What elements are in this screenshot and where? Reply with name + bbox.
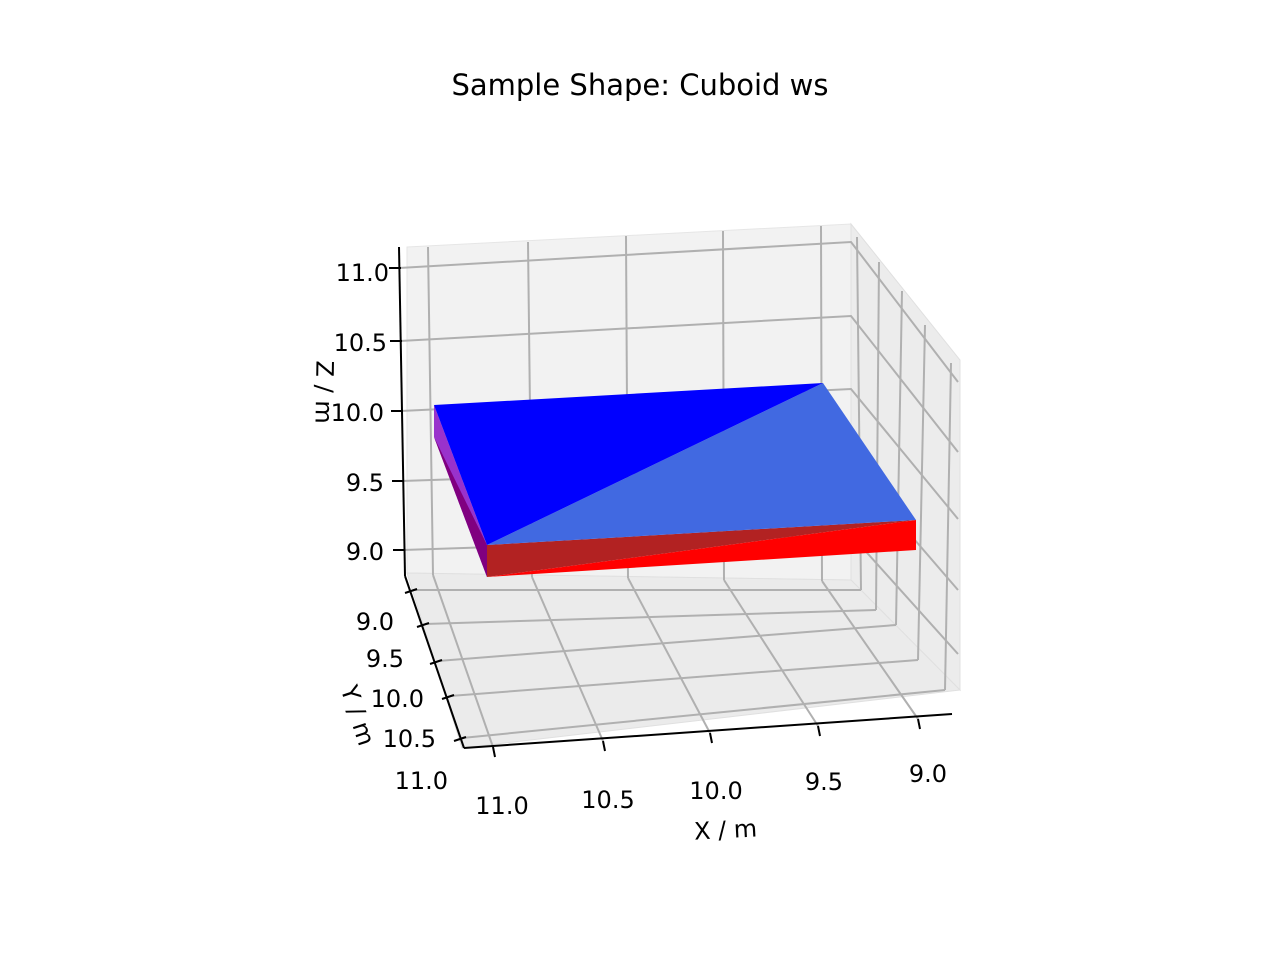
x-tick (492, 746, 496, 758)
x-gridline-floor (432, 574, 494, 748)
y-gridline-side (944, 362, 952, 691)
y-tick-label: 9.5 (366, 645, 404, 673)
cuboid-top-face-1 (434, 383, 823, 545)
x-tick (917, 718, 921, 730)
z-tick-label: 9.5 (346, 469, 384, 497)
x-axis-label: X / m (693, 814, 758, 845)
y-gridline-floor (424, 609, 877, 625)
z-gridline (399, 314, 959, 453)
y-tick (453, 736, 467, 742)
x-gridline-floor (723, 579, 819, 727)
z-tick-label: 10.5 (334, 329, 387, 357)
axis-ticks (389, 267, 921, 758)
z-gridline (398, 240, 959, 383)
z-tick-label: 11.0 (336, 259, 389, 287)
x-gridline-floor (531, 576, 604, 742)
x-tick (602, 740, 606, 752)
y-tick (416, 622, 430, 628)
y-tick (404, 588, 418, 594)
y-gridline-floor (437, 624, 897, 662)
y-tick (441, 694, 455, 700)
y-gridline-floor (449, 659, 919, 697)
y-gridline-side (895, 290, 903, 626)
y-tick-label: 9.0 (356, 608, 394, 636)
y-tick-label: 10.0 (371, 685, 424, 713)
x-tick (709, 732, 713, 744)
x-tick-label: 9.0 (909, 760, 947, 788)
z-axis-label: Z / m (309, 360, 338, 424)
x-tick-label: 10.5 (581, 786, 634, 814)
cuboid-front-face-2 (487, 520, 916, 577)
x-axis-line (463, 713, 953, 749)
x-tick (817, 725, 821, 737)
grid-lines (398, 225, 959, 748)
chart-title: Sample Shape: Cuboid ws (451, 68, 829, 102)
cuboid-top-face-2 (487, 383, 916, 545)
x-gridline-floor (627, 577, 711, 734)
y-gridline-side (917, 324, 926, 661)
y-tick-label: 11.0 (395, 767, 448, 795)
axis-tick-labels: 11.0 10.5 10.0 9.5 9.0 9.0 9.5 10.0 10.5 11.0 9.0 9… (331, 259, 948, 820)
x-tick-label: 10.0 (689, 777, 742, 805)
y-gridline-floor (461, 689, 946, 739)
x-tick-label: 11.0 (475, 792, 528, 820)
x-gridline-back (427, 246, 434, 576)
x-tick-label: 9.5 (805, 768, 843, 796)
z-tick-label: 9.0 (346, 538, 384, 566)
z-tick-label: 10.0 (331, 399, 384, 427)
cuboid-shape (434, 383, 916, 577)
x-gridline-floor (821, 580, 919, 720)
y-tick (429, 659, 443, 665)
y-tick-label: 10.5 (383, 725, 436, 753)
cuboid-side-face-2 (434, 437, 487, 577)
